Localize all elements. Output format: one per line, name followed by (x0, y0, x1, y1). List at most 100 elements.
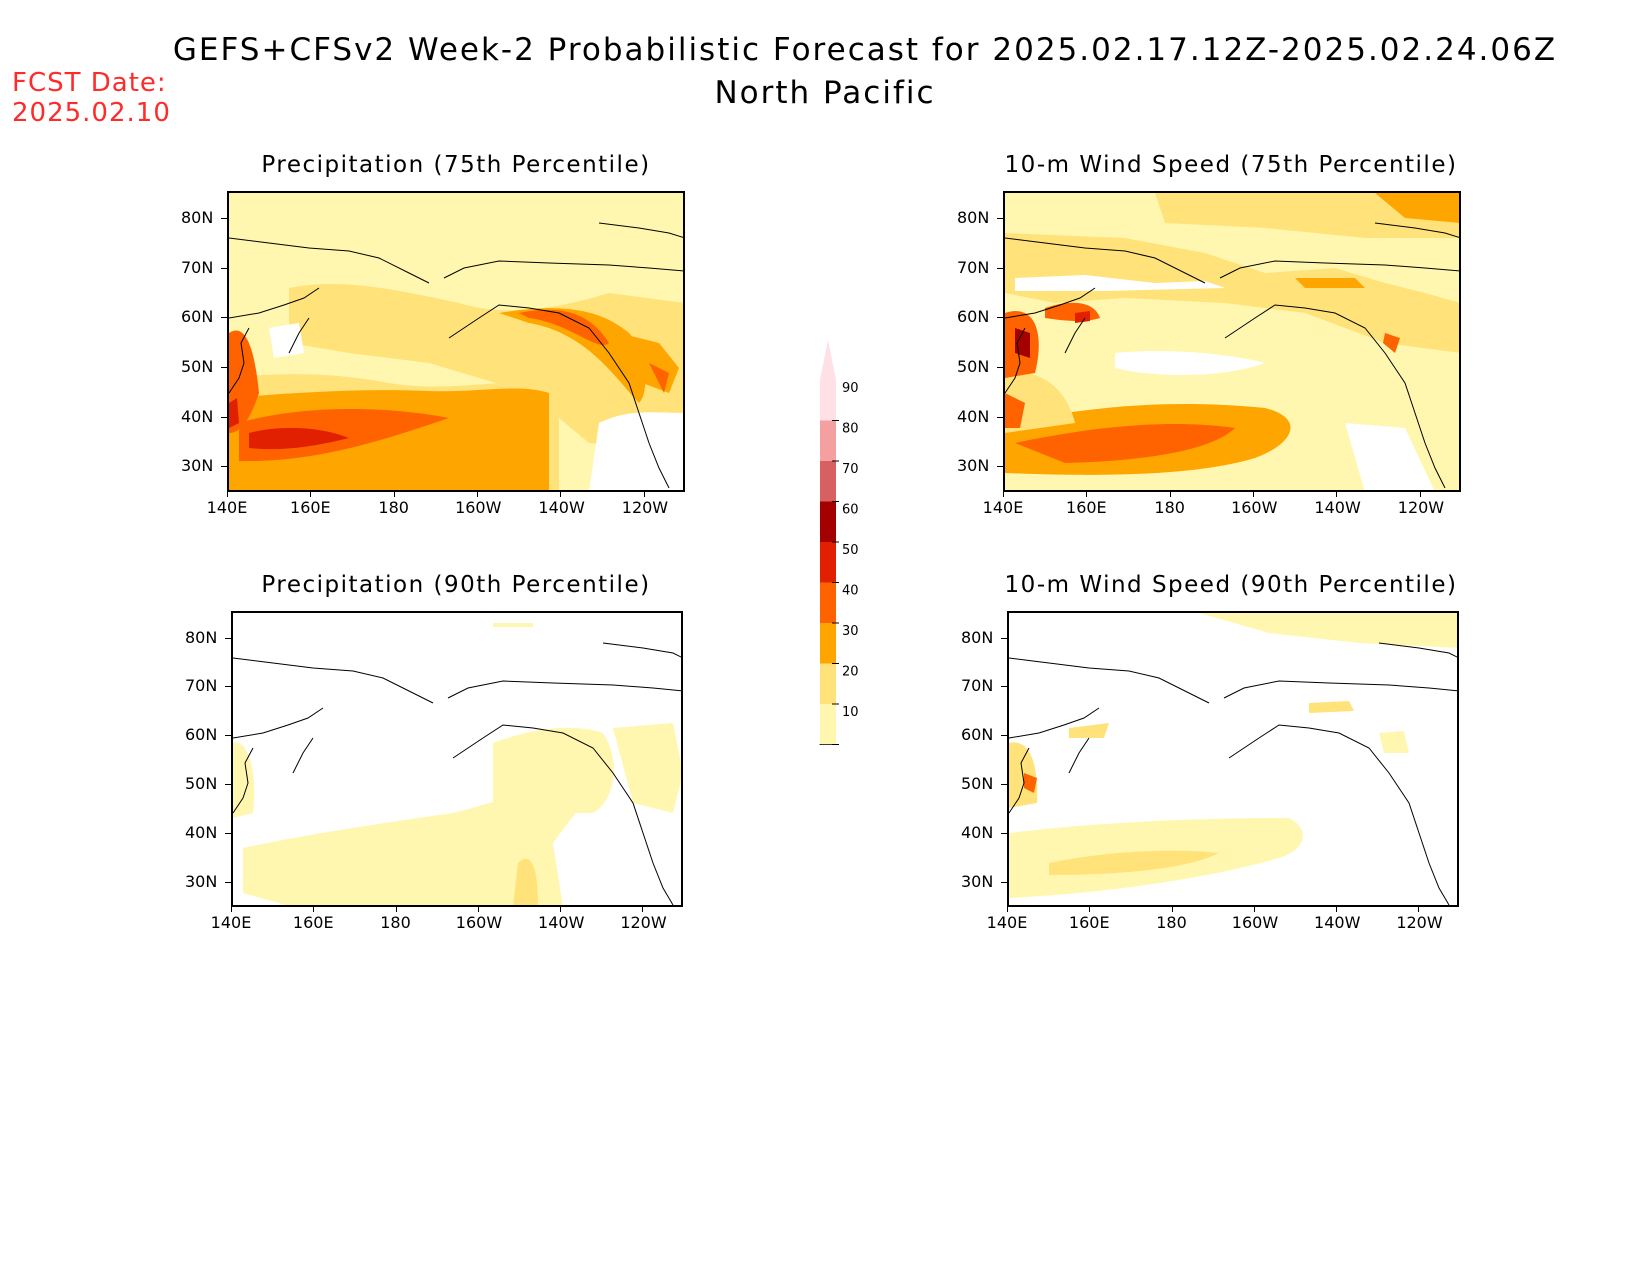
lat-tick-mark (225, 735, 231, 737)
lon-tick-label: 140E (206, 498, 248, 517)
lon-tick-label: 140W (538, 913, 585, 932)
lat-tick-label: 80N (181, 208, 214, 228)
region-title: North Pacific (714, 75, 936, 111)
colorbar-label: 80 (842, 422, 859, 437)
colorbar-label: 40 (842, 584, 859, 599)
lon-tick-label: 160W (1231, 498, 1278, 517)
main-title: GEFS+CFSv2 Week-2 Probabilistic Forecast… (172, 32, 1558, 68)
lat-tick-label: 70N (961, 676, 994, 696)
colorbar-label: 50 (842, 543, 859, 558)
lon-tick-mark (477, 492, 479, 497)
lat-tick-label: 70N (185, 676, 218, 696)
lon-tick-label: 120W (621, 498, 669, 517)
lat-tick-mark (997, 466, 1003, 468)
lat-tick-label: 70N (181, 257, 214, 277)
lon-tick-mark (231, 907, 232, 912)
lat-tick-label: 40N (957, 406, 990, 426)
lon-tick-mark (1003, 492, 1004, 497)
lon-tick-mark (643, 492, 645, 497)
colorbar-label: 10 (842, 705, 859, 720)
lon-tick-mark (477, 907, 479, 912)
lon-tick-label: 160W (455, 498, 502, 517)
lat-tick-mark (225, 881, 231, 883)
lon-tick-label: 160W (1231, 913, 1279, 932)
lat-tick-mark (1001, 881, 1007, 883)
colorbar-label: 30 (842, 624, 859, 639)
lat-tick-label: 60N (961, 725, 994, 745)
colorbar-top-arrow (820, 340, 836, 380)
lat-tick-label: 30N (961, 871, 994, 891)
panel-title-precip75: Precipitation (75th Percentile) (261, 152, 651, 178)
lon-tick-label: 160E (290, 498, 331, 517)
lat-tick-mark (997, 416, 1003, 418)
colorbar-label: 70 (842, 462, 859, 477)
lon-tick-label: 180 (1156, 913, 1187, 932)
lat-tick-label: 60N (957, 307, 990, 327)
map-wind90 (1007, 611, 1459, 907)
lat-tick-label: 40N (961, 823, 994, 842)
lat-tick-mark (997, 367, 1003, 369)
fcst-date-label: FCST Date: (12, 68, 167, 98)
lat-tick-label: 80N (957, 208, 990, 228)
lon-tick-mark (395, 907, 397, 912)
lon-tick-mark (1419, 492, 1421, 497)
lat-tick-mark (221, 416, 227, 418)
panel-title-wind75: 10-m Wind Speed (75th Percentile) (1004, 152, 1458, 178)
colorbar-swatch (820, 663, 836, 704)
lat-tick-mark (221, 466, 227, 468)
lon-tick-mark (1253, 492, 1255, 497)
lat-tick-label: 50N (181, 357, 214, 377)
lon-tick-label: 120W (1396, 913, 1443, 932)
lon-tick-mark (313, 907, 315, 912)
lat-tick-mark (221, 367, 227, 369)
lat-tick-mark (221, 267, 227, 269)
lon-tick-label: 160W (455, 913, 503, 932)
lon-tick-mark (1086, 492, 1088, 497)
lat-tick-label: 50N (957, 357, 990, 377)
lat-tick-mark (225, 637, 231, 639)
lat-tick-mark (997, 267, 1003, 269)
lon-tick-label: 140W (1314, 498, 1361, 517)
lon-tick-label: 180 (380, 913, 411, 932)
lat-tick-mark (1001, 833, 1007, 834)
lon-tick-mark (642, 907, 644, 912)
lon-tick-mark (1007, 907, 1008, 912)
lon-tick-label: 180 (378, 498, 409, 517)
colorbar-label: 60 (842, 503, 859, 518)
lon-tick-label: 140W (1314, 913, 1361, 932)
lon-tick-label: 120W (620, 913, 667, 932)
lon-tick-mark (1253, 907, 1255, 912)
lat-tick-mark (225, 833, 231, 834)
lon-tick-mark (1169, 492, 1171, 497)
lon-tick-label: 160E (1066, 498, 1107, 517)
lat-tick-mark (1001, 686, 1007, 688)
lon-tick-label: 120W (1397, 498, 1445, 517)
lon-tick-mark (310, 492, 312, 497)
lat-tick-label: 40N (185, 823, 218, 842)
lon-tick-mark (1171, 907, 1173, 912)
lat-tick-mark (221, 317, 227, 319)
lat-tick-label: 30N (181, 456, 214, 476)
colorbar-label: 90 (842, 381, 859, 396)
lat-tick-mark (221, 218, 227, 220)
colorbar-swatch (820, 623, 836, 664)
lat-tick-label: 70N (957, 257, 990, 277)
lat-tick-label: 50N (185, 774, 218, 794)
fcst-date-value: 2025.02.10 (12, 98, 171, 128)
colorbar-swatch (820, 420, 836, 461)
colorbar-swatch (820, 501, 836, 542)
lon-tick-mark (1089, 907, 1091, 912)
lat-tick-mark (1001, 784, 1007, 786)
lat-tick-label: 80N (185, 627, 218, 647)
map-wind75 (1003, 191, 1461, 492)
panel-title-wind90: 10-m Wind Speed (90th Percentile) (1004, 572, 1458, 598)
lat-tick-label: 30N (185, 871, 218, 891)
colorbar-swatch (820, 380, 836, 421)
lon-tick-mark (560, 907, 562, 912)
colorbar-swatch (820, 542, 836, 583)
map-precip90 (231, 611, 683, 907)
colorbar-swatch (820, 461, 836, 502)
lat-tick-label: 40N (181, 406, 214, 426)
lon-tick-mark (560, 492, 562, 497)
lat-tick-label: 30N (957, 456, 990, 476)
